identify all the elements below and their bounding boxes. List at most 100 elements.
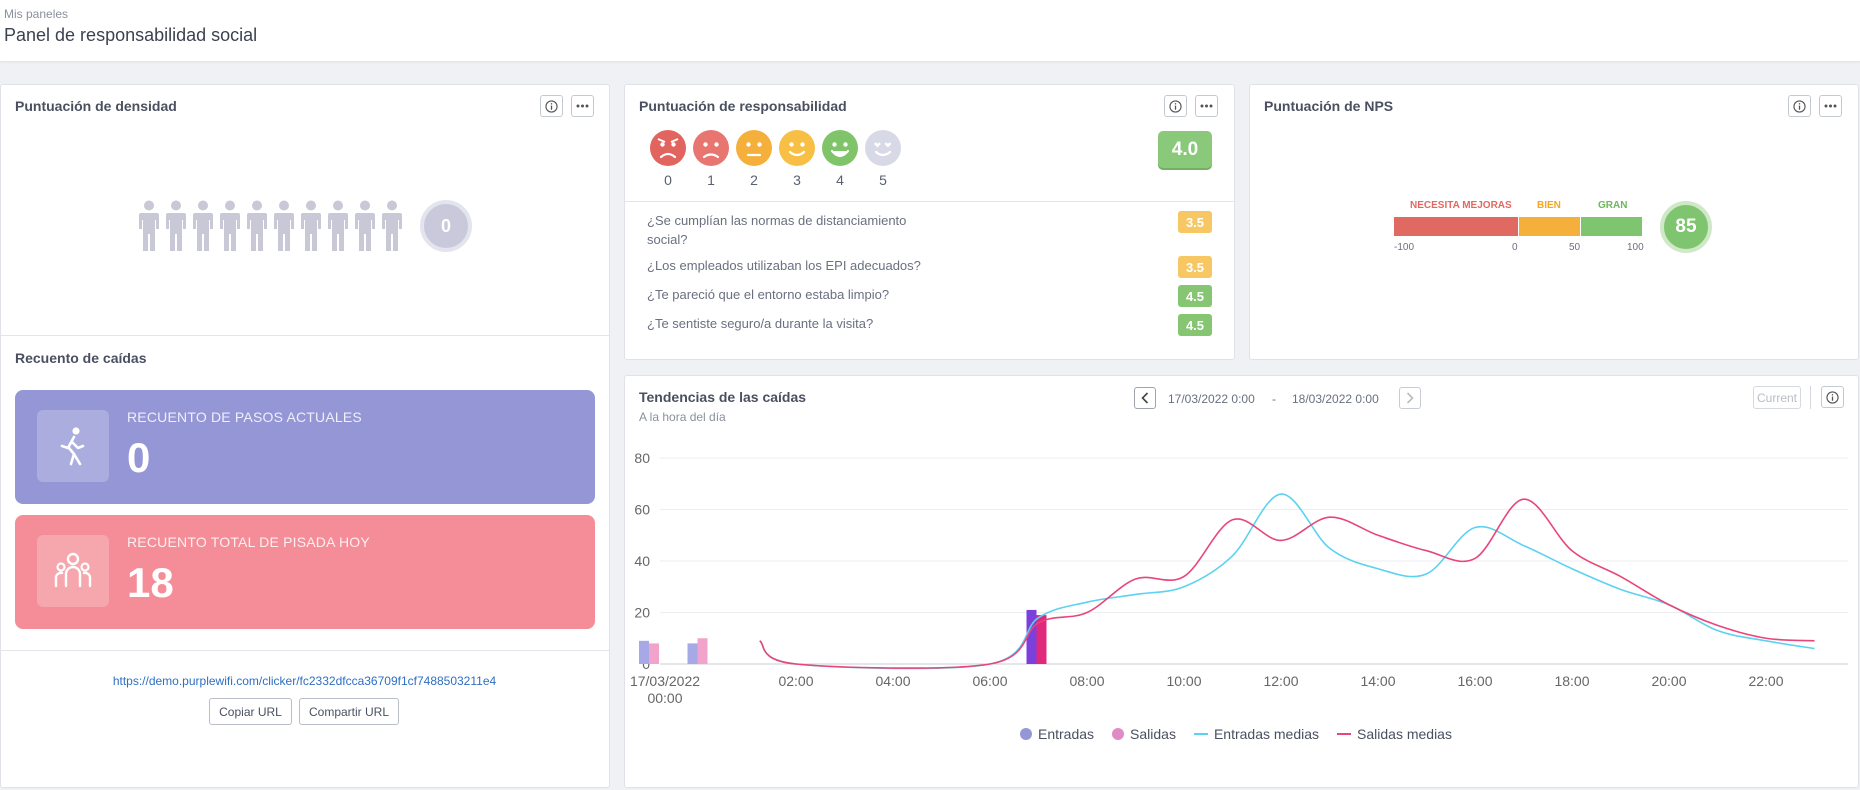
nps-score: 85: [1660, 201, 1712, 253]
ellipsis-icon: [576, 104, 589, 108]
chevron-right-icon: [1406, 392, 1414, 404]
nps-info-button[interactable]: [1788, 95, 1811, 117]
face-rating-0: [650, 130, 686, 166]
current-steps-tile: RECUENTO DE PASOS ACTUALES 0: [15, 390, 595, 504]
trends-subtitle: A la hora del día: [639, 410, 726, 424]
nps-bar-great: [1581, 217, 1642, 236]
person-icon: [274, 200, 294, 251]
ellipsis-icon: [1824, 104, 1837, 108]
legend-item[interactable]: Salidas: [1112, 726, 1176, 742]
legend-marker: [1193, 733, 1208, 735]
bar-entradas: [1026, 609, 1037, 664]
density-info-button[interactable]: [540, 95, 563, 117]
x-tick-label: 08:00: [1069, 673, 1104, 689]
legend-item[interactable]: Salidas medias: [1337, 726, 1452, 742]
info-icon: [1169, 99, 1182, 113]
current-button[interactable]: Current: [1753, 386, 1801, 409]
date-from[interactable]: 17/03/2022 0:00: [1168, 392, 1255, 406]
person-icon: [139, 200, 159, 251]
copy-url-button[interactable]: Copiar URL: [209, 698, 292, 725]
toolbar-separator: [1810, 386, 1811, 409]
info-icon: [1793, 99, 1806, 113]
info-icon: [1826, 390, 1839, 404]
bar-entradas: [687, 643, 698, 664]
question-distancing-score: 3.5: [1178, 211, 1212, 233]
person-icon: [247, 200, 267, 251]
x-tick-label: 06:00: [972, 673, 1007, 689]
question-safe-score: 4.5: [1178, 314, 1212, 336]
y-tick-label: 40: [634, 553, 650, 569]
current-steps-value: 0: [127, 434, 151, 481]
nps-label-good: BIEN: [1537, 200, 1561, 211]
legend-label: Salidas medias: [1357, 726, 1452, 742]
nps-tick-fifty: 50: [1569, 242, 1581, 253]
share-url-button[interactable]: Compartir URL: [299, 698, 399, 725]
date-prev-button[interactable]: [1134, 387, 1156, 409]
ellipsis-icon: [1200, 104, 1213, 108]
responsibility-score: 4.0: [1158, 131, 1212, 168]
legend-label: Entradas medias: [1213, 726, 1320, 742]
date-to[interactable]: 18/03/2022 0:00: [1292, 392, 1379, 406]
question-distancing: ¿Se cumplían las normas de distanciamien…: [647, 213, 907, 247]
person-icon: [301, 200, 321, 251]
nps-tick-max: 100: [1627, 242, 1644, 253]
x-tick-label: 04:00: [875, 673, 910, 689]
legend-item[interactable]: Entradas: [1020, 726, 1094, 742]
nps-label-great: GRAN: [1598, 200, 1628, 211]
person-icon: [328, 200, 348, 251]
legend-marker: [1020, 728, 1032, 740]
x-tick-label: 20:00: [1651, 673, 1686, 689]
date-next-button[interactable]: [1399, 387, 1421, 409]
responsibility-more-button[interactable]: [1195, 95, 1218, 117]
face-rating-4: [822, 130, 858, 166]
total-steps-label: RECUENTO TOTAL DE PISADA HOY: [127, 534, 370, 550]
trends-chart: 02040608017/03/202200:0002:0004:0006:000…: [630, 450, 1848, 706]
legend-item[interactable]: Entradas medias: [1193, 726, 1320, 742]
bar-salidas: [1036, 615, 1047, 664]
bar-salidas: [649, 643, 659, 664]
nps-bar-bad: [1394, 217, 1518, 236]
x-tick-label: 22:00: [1748, 673, 1783, 689]
face-rating-number: 4: [836, 172, 844, 188]
bar-salidas: [697, 638, 708, 664]
x-tick-label: 16:00: [1457, 673, 1492, 689]
series-line-salidas-medias: [759, 498, 1815, 669]
density-score: 0: [420, 200, 472, 252]
face-rating-5: [865, 130, 901, 166]
density-more-button[interactable]: [571, 95, 594, 117]
breadcrumb[interactable]: Mis paneles: [4, 7, 69, 21]
x-tick-label: 10:00: [1166, 673, 1201, 689]
y-tick-label: 80: [634, 450, 650, 466]
question-clean-score: 4.5: [1178, 285, 1212, 307]
info-icon: [545, 99, 558, 113]
bar-entradas: [639, 640, 649, 664]
face-rating-number: 1: [707, 172, 715, 188]
total-steps-value: 18: [127, 559, 174, 606]
nps-tick-zero: 0: [1512, 242, 1518, 253]
face-rating-number: 5: [879, 172, 887, 188]
face-rating-3: [779, 130, 815, 166]
falls-title: Recuento de caídas: [15, 350, 147, 366]
nps-more-button[interactable]: [1819, 95, 1842, 117]
x-tick-label: 18:00: [1554, 673, 1589, 689]
clicker-url-link[interactable]: https://demo.purplewifi.com/clicker/fc23…: [112, 674, 497, 688]
legend-marker: [1112, 728, 1125, 740]
nps-title: Puntuación de NPS: [1264, 98, 1394, 114]
density-title: Puntuación de densidad: [15, 98, 177, 114]
responsibility-info-button[interactable]: [1164, 95, 1187, 117]
date-separator: -: [1272, 392, 1276, 406]
falls-divider: [1, 650, 609, 651]
people-icons: [138, 200, 403, 252]
trends-info-button[interactable]: [1821, 386, 1844, 408]
person-icon: [355, 200, 375, 251]
x-tick-label: 17/03/2022: [630, 673, 700, 689]
responsibility-card: [624, 84, 1235, 360]
page-title: Panel de responsabilidad social: [4, 25, 258, 45]
face-rating-number: 3: [793, 172, 801, 188]
person-icon: [382, 200, 402, 251]
responsibility-divider: [625, 201, 1234, 202]
total-steps-tile: RECUENTO TOTAL DE PISADA HOY 18: [15, 515, 595, 629]
chart-legend: Entradas Salidas Entradas medias Salidas me…: [1020, 726, 1452, 742]
y-tick-label: 60: [634, 502, 650, 518]
x-tick-label: 12:00: [1263, 673, 1298, 689]
